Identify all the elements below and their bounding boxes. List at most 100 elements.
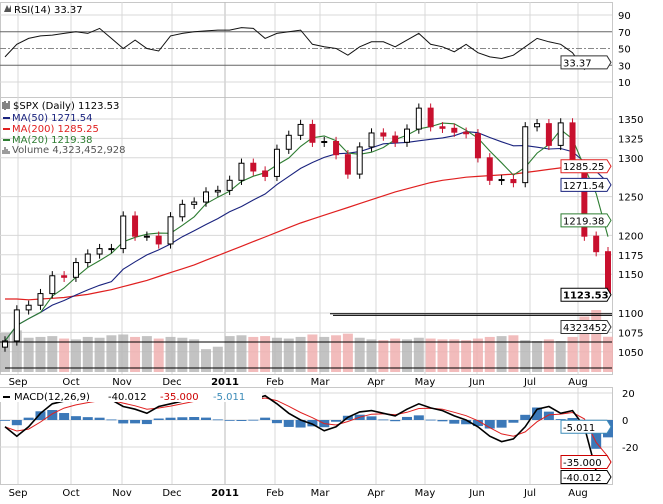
histogram-bar	[496, 420, 507, 428]
volume-badge	[560, 320, 612, 334]
month-label: Oct	[62, 488, 79, 499]
month-label: May	[415, 377, 436, 388]
volume-bar	[307, 334, 318, 372]
volume-bar	[11, 330, 22, 372]
histogram-value: -5.011	[213, 392, 245, 403]
macd-legend: MACD(12,26,9) -40.012 -35.000 -5.011	[0, 388, 262, 403]
candle-body	[250, 162, 257, 172]
price-tick-label: 1350	[618, 115, 643, 126]
histogram-bar	[212, 419, 223, 421]
candle-body	[96, 248, 103, 255]
histogram-bar	[82, 417, 93, 420]
macd-line	[4, 394, 609, 475]
price-tick-label: 1175	[618, 251, 643, 262]
histogram-bar	[47, 410, 58, 420]
month-label: Jun	[468, 377, 485, 388]
candlestick-icon	[2, 101, 10, 110]
rsi-value-badge-label: 33.37	[563, 58, 592, 69]
volume-bar	[413, 337, 424, 372]
axes: Sep Oct Nov Dec 2011 Feb Mar Apr May Jun Jul Aug Sep…	[9, 11, 644, 499]
candle-body	[61, 275, 68, 278]
candle-body	[439, 126, 446, 129]
histogram-bar	[543, 411, 554, 420]
volume-bar	[532, 341, 543, 372]
rsi-panel	[0, 14, 612, 83]
volume-bar	[35, 336, 46, 372]
candle-body	[368, 132, 375, 148]
volume-bar	[0, 332, 10, 372]
candle-body	[120, 215, 127, 250]
month-label: Dec	[162, 377, 181, 388]
month-label: Apr	[367, 377, 385, 388]
volume-bar	[189, 339, 200, 372]
candle-body	[380, 132, 387, 137]
month-label: Mar	[311, 377, 331, 388]
volume-bar	[283, 338, 294, 372]
histogram-bar	[295, 420, 306, 428]
rsi-tick-label: 30	[618, 61, 631, 72]
price-tick-label: 1075	[618, 328, 643, 339]
histogram-bar	[520, 414, 531, 420]
legend-ma200: MA(200) 1285.25	[12, 124, 99, 135]
candle-body	[463, 131, 470, 135]
histogram-bar	[260, 417, 271, 420]
histogram-bar	[11, 420, 22, 426]
volume-bar	[579, 316, 590, 372]
candle-body	[356, 146, 363, 175]
candle-body	[427, 107, 434, 128]
histogram-bar	[141, 420, 152, 425]
candle-body	[262, 170, 269, 177]
histogram-bar	[378, 419, 389, 421]
histogram-badge-label: -5.011	[563, 423, 595, 434]
histogram-bar	[70, 416, 81, 420]
volume-bar	[59, 338, 70, 372]
volume-bar	[378, 340, 389, 372]
signal-badge-label: -35.000	[563, 458, 602, 469]
month-label: Sep	[9, 488, 28, 499]
volume-bar	[402, 339, 412, 372]
histogram-bar	[508, 420, 519, 423]
volume-bar	[461, 340, 472, 372]
candle-body	[522, 126, 529, 184]
volume-bar	[449, 339, 460, 372]
rsi-value-badge	[560, 55, 612, 70]
candle-body	[167, 216, 174, 245]
rsi-icon	[4, 5, 11, 12]
month-label: Aug	[568, 377, 588, 388]
candle-body	[84, 253, 91, 264]
histogram-bar	[366, 416, 377, 420]
legend-volume: Volume 4,323,452,928	[12, 145, 126, 156]
histogram-bar	[130, 420, 141, 424]
candle-body	[37, 293, 44, 306]
histogram-bar	[201, 417, 211, 420]
histogram-bar	[461, 420, 472, 425]
volume-bar	[153, 338, 164, 372]
histogram-bar	[472, 420, 483, 427]
rsi-line	[4, 27, 609, 71]
volume-badge-label: 4323452	[563, 323, 608, 334]
macd-tick-label: 0	[622, 416, 628, 427]
macd-tick-label: 20	[622, 389, 635, 400]
rsi-tick-label: 50	[618, 45, 631, 56]
month-label: Nov	[112, 377, 132, 388]
volume-bar	[130, 336, 141, 372]
close-badge	[560, 287, 612, 302]
volume-bar	[591, 310, 602, 372]
candle-body	[415, 107, 422, 130]
histogram-bar	[449, 420, 460, 424]
volume-bar	[82, 336, 93, 372]
month-label: Apr	[367, 488, 385, 499]
volume-bar	[165, 336, 176, 372]
ma200-badge	[560, 159, 612, 174]
histogram-bar	[153, 418, 164, 420]
ma20-badge	[560, 213, 612, 228]
candle-body	[451, 127, 458, 133]
ma50-badge	[560, 177, 612, 192]
histogram-bar	[555, 419, 566, 420]
histogram-bar	[532, 407, 543, 420]
histogram-bar	[23, 417, 34, 420]
volume-bar	[354, 337, 365, 372]
volume-icon	[2, 147, 10, 154]
candle-body	[569, 122, 576, 165]
histogram-bar	[413, 415, 424, 420]
